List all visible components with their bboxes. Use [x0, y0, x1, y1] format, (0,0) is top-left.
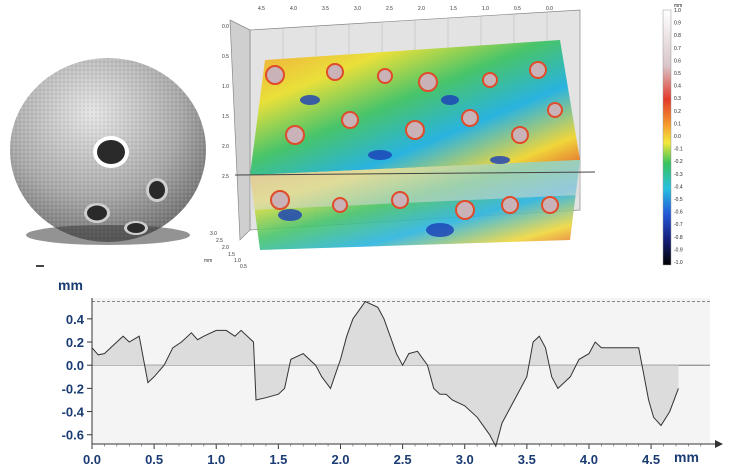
- colorbar-label: -1.0: [674, 260, 683, 266]
- surface-top-axis: 4.5 4.0 3.5 3.0 2.5 2.0 1.5 1.0 0.5 0.0: [258, 6, 553, 12]
- 3d-surface-map: 4.5 4.0 3.5 3.0 2.5 2.0 1.5 1.0 0.5 0.0 …: [200, 0, 610, 270]
- colorbar-label: 0.5: [674, 71, 681, 77]
- svg-text:2.5: 2.5: [222, 174, 229, 180]
- colorbar-label: 0.0: [674, 134, 681, 140]
- colorbar-label: 0.6: [674, 58, 681, 64]
- svg-text:mm: mm: [204, 258, 212, 264]
- svg-text:0.5: 0.5: [514, 6, 521, 12]
- colorbar-label: 0.3: [674, 96, 681, 102]
- surface-left-axis: 0.0 0.5 1.0 1.5 2.0 2.5: [222, 24, 229, 180]
- svg-text:0.0: 0.0: [222, 24, 229, 30]
- photo-marker: [36, 265, 44, 267]
- colorbar-label: 0.4: [674, 84, 681, 90]
- svg-text:0.0: 0.0: [546, 6, 553, 12]
- surface-front-axis: 3.0 2.5 2.0 1.5 1.0 0.5 mm: [204, 231, 247, 270]
- colorbar-label: 0.9: [674, 21, 681, 27]
- profile-line: [91, 300, 679, 448]
- svg-text:0.5: 0.5: [222, 54, 229, 60]
- y-unit-label: mm: [58, 277, 83, 293]
- colorbar-label: -0.4: [674, 184, 683, 190]
- surface-peaks: [265, 61, 563, 220]
- colorbar-label: 0.8: [674, 33, 681, 39]
- y-tick-label: 0.0: [66, 358, 84, 373]
- x-tick-label: 4.0: [580, 452, 598, 467]
- svg-text:2.0: 2.0: [222, 245, 229, 251]
- colorbar-label: 0.7: [674, 46, 681, 52]
- colorbar-label: mm: [674, 3, 682, 9]
- colorbar-label: -0.1: [674, 147, 683, 153]
- x-unit-label: mm: [674, 449, 699, 465]
- height-colorbar: mm 1.0 0.9 0.8 0.7 0.6 0.5 0.4 0.3 0.2 0.1 0.0 -0.1 -…: [655, 0, 731, 275]
- colorbar-label: -0.2: [674, 159, 683, 165]
- svg-text:0.5: 0.5: [240, 264, 247, 270]
- y-tick-label: 0.2: [66, 335, 84, 350]
- svg-text:3.5: 3.5: [322, 6, 329, 12]
- x-tick-label: 3.5: [518, 452, 536, 467]
- y-tick-label: 0.4: [66, 312, 85, 327]
- svg-text:2.0: 2.0: [222, 144, 229, 150]
- cup-holes: [84, 136, 168, 235]
- colorbar-label: -0.5: [674, 197, 683, 203]
- svg-text:2.5: 2.5: [216, 238, 223, 244]
- x-tick-label: 1.0: [207, 452, 225, 467]
- svg-text:1.0: 1.0: [482, 6, 489, 12]
- acetabular-cup-photo: [5, 55, 210, 250]
- svg-text:4.0: 4.0: [290, 6, 297, 12]
- x-tick-label: 0.0: [83, 452, 101, 467]
- svg-text:1.0: 1.0: [234, 258, 241, 264]
- x-tick-label: 3.0: [456, 452, 474, 467]
- x-tick-label: 4.5: [642, 452, 660, 467]
- colorbar-label: -0.3: [674, 172, 683, 178]
- svg-text:3.0: 3.0: [354, 6, 361, 12]
- y-tick-label: -0.6: [62, 428, 84, 443]
- y-tick-label: -0.4: [62, 405, 85, 420]
- colorbar-label: 1.0: [674, 8, 681, 14]
- svg-text:2.0: 2.0: [418, 6, 425, 12]
- profile-chart: 0.0 0.5 1.0 1.5 2.0 2.5 3.0 3.5 4.0 4.5 0.4 0.2 0.0…: [0, 270, 731, 470]
- x-tick-label: 0.5: [145, 452, 163, 467]
- colorbar-label: -0.8: [674, 235, 683, 241]
- x-tick-label: 2.0: [331, 452, 349, 467]
- colorbar-label: 0.1: [674, 121, 681, 127]
- colorbar-label: -0.9: [674, 247, 683, 253]
- svg-text:1.5: 1.5: [228, 252, 235, 258]
- y-tick-label: -0.2: [62, 381, 84, 396]
- svg-text:3.0: 3.0: [210, 231, 217, 237]
- colorbar-label: 0.2: [674, 109, 681, 115]
- svg-text:4.5: 4.5: [258, 6, 265, 12]
- colorbar-label: -0.6: [674, 210, 683, 216]
- plot-area: [92, 298, 710, 444]
- profile-area: [92, 301, 679, 447]
- svg-text:1.0: 1.0: [222, 84, 229, 90]
- colorbar-label: -0.7: [674, 222, 683, 228]
- svg-text:1.5: 1.5: [222, 114, 229, 120]
- x-tick-label: 1.5: [269, 452, 287, 467]
- svg-text:2.5: 2.5: [386, 6, 393, 12]
- x-tick-label: 2.5: [394, 452, 412, 467]
- svg-text:1.5: 1.5: [450, 6, 457, 12]
